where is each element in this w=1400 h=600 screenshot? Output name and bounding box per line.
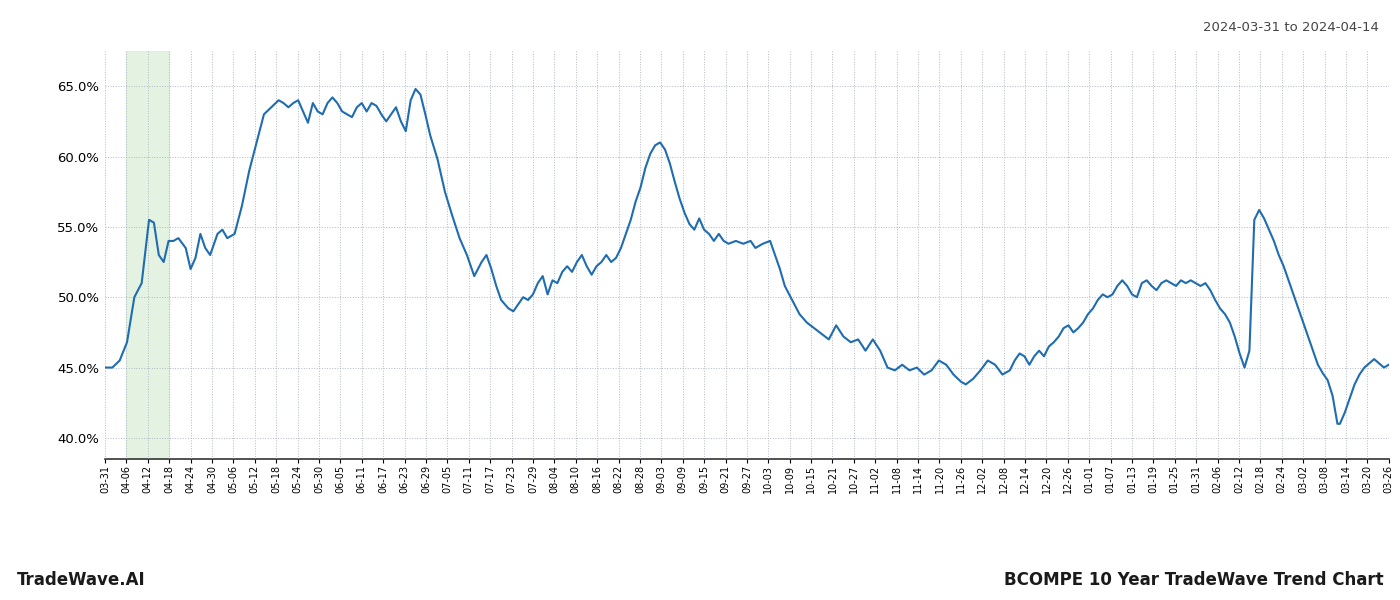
- Text: TradeWave.AI: TradeWave.AI: [17, 571, 146, 589]
- Text: BCOMPE 10 Year TradeWave Trend Chart: BCOMPE 10 Year TradeWave Trend Chart: [1004, 571, 1383, 589]
- Bar: [126, 51, 169, 459]
- Text: 2024-03-31 to 2024-04-14: 2024-03-31 to 2024-04-14: [1203, 21, 1379, 34]
